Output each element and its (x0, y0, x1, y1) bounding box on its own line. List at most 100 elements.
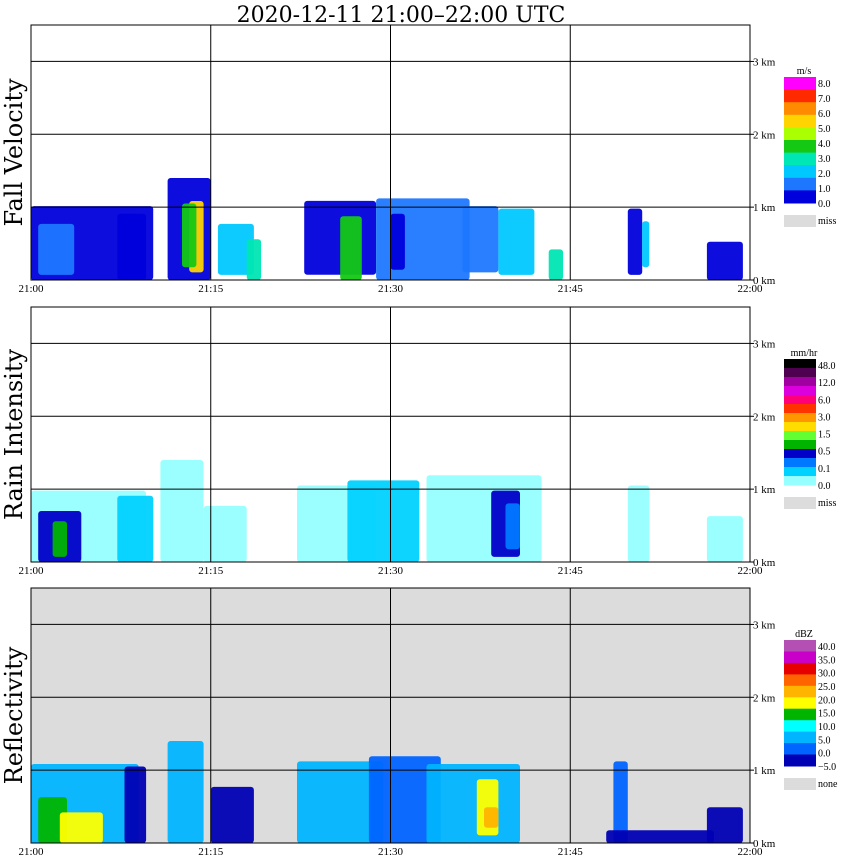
colorbar-label: 40.0 (818, 642, 836, 653)
echo-cell (347, 480, 420, 562)
y-tick-label: 0 km (753, 275, 776, 287)
echo-cell (627, 485, 650, 562)
colorbar-swatch (784, 476, 816, 486)
echo-cell (297, 761, 384, 843)
missing-label: none (818, 779, 838, 790)
colorbar: dBZ 40.0 35.0 30.0 25.0 20.0 15.0 10.0 5.0 0.0 −5.… (784, 629, 838, 790)
x-tick-label: 21:30 (378, 565, 404, 577)
colorbar-label: 3.0 (818, 154, 831, 165)
x-tick-label: 21:30 (378, 846, 404, 858)
echo-cell (217, 223, 254, 275)
x-tick-label: 21:45 (558, 283, 584, 295)
echo-cell (390, 213, 405, 270)
colorbar-unit: mm/hr (791, 348, 818, 359)
missing-swatch (784, 497, 816, 509)
x-tick-label: 21:45 (558, 846, 584, 858)
echo-cell (426, 764, 520, 843)
panel-title: Fall Velocity (0, 78, 28, 227)
colorbar-label: 15.0 (818, 709, 836, 720)
echo-cell (706, 807, 743, 843)
panel-title: Reflectivity (0, 646, 28, 784)
echo-cell (38, 223, 75, 275)
echo-cell (117, 495, 154, 562)
colorbar-swatch (784, 386, 816, 396)
panel-fall-velocity: 0 km 1 km 2 km 3 km 21:00 21:15 21:30 21:45 22:0… (0, 24, 836, 295)
colorbar: m/s 8.0 7.0 6.0 5.0 4.0 3.0 2.0 1.0 0.0 miss (784, 66, 836, 227)
echo-cell (246, 239, 262, 280)
panel-reflectivity: 0 km 1 km 2 km 3 km 21:00 21:15 21:30 21:45 22:0… (0, 587, 838, 858)
echo-cell (210, 786, 254, 843)
x-tick-label: 22:00 (737, 283, 763, 295)
colorbar-label: 20.0 (818, 695, 836, 706)
grid-lines (31, 25, 750, 280)
colorbar-label: 8.0 (818, 79, 831, 90)
echo-cell (606, 830, 714, 844)
missing-swatch (784, 215, 816, 227)
colorbar-label: 5.0 (818, 124, 831, 135)
colorbar-swatch (784, 395, 816, 405)
colorbar-label: 1.5 (818, 430, 831, 441)
colorbar-label: 6.0 (818, 109, 831, 120)
echo-cell (462, 206, 499, 273)
colorbar-swatch (784, 662, 816, 675)
echo-cell (505, 503, 520, 550)
x-tick-label: 22:00 (737, 846, 763, 858)
missing-swatch (784, 778, 816, 790)
missing-label: miss (818, 498, 836, 509)
colorbar-label: 3.0 (818, 412, 831, 423)
echo-cell (304, 200, 377, 275)
colorbar-label: 0.0 (818, 481, 831, 492)
echo-cell (203, 505, 247, 562)
y-tick-label: 0 km (753, 557, 776, 569)
colorbar-swatch (784, 102, 816, 116)
colorbar-label: 0.0 (818, 199, 831, 210)
echo-field (31, 178, 743, 281)
colorbar-swatch (784, 467, 816, 477)
echo-cell (627, 208, 643, 275)
colorbar-swatch (784, 720, 816, 733)
colorbar-swatch (784, 697, 816, 710)
echo-cell (426, 475, 542, 562)
colorbar-swatch (784, 89, 816, 103)
x-tick-label: 21:00 (18, 565, 44, 577)
colorbar-label: 10.0 (818, 722, 836, 733)
colorbar-swatch (784, 413, 816, 423)
y-tick-label: 1 km (753, 765, 776, 777)
colorbar-label: 25.0 (818, 682, 836, 693)
x-tick-label: 21:00 (18, 846, 44, 858)
panel-rain-intensity: 0 km 1 km 2 km 3 km 21:00 21:15 21:30 21:45 22:0… (0, 306, 836, 577)
colorbar-swatch (784, 127, 816, 141)
y-tick-label: 2 km (753, 129, 776, 141)
figure-title: 2020-12-11 21:00–22:00 UTC (237, 3, 566, 28)
colorbar-swatch (784, 140, 816, 154)
colorbar-label: 7.0 (818, 94, 831, 105)
y-tick-label: 0 km (753, 838, 776, 850)
colorbar-swatch (784, 440, 816, 450)
colorbar-swatch (784, 359, 816, 369)
colorbar-label: −5.0 (818, 762, 836, 773)
echo-cell (498, 208, 535, 275)
colorbar-swatch (784, 651, 816, 664)
colorbar-swatch (784, 431, 816, 441)
echo-cell (706, 241, 743, 281)
echo-cell (59, 812, 103, 843)
plot-frame (30, 587, 751, 844)
x-tick-label: 21:15 (198, 565, 224, 577)
colorbar-swatch (784, 708, 816, 721)
colorbar-label: 0.0 (818, 749, 831, 760)
y-tick-label: 1 km (753, 202, 776, 214)
plot-frame (30, 24, 751, 281)
echo-cell (484, 807, 499, 828)
colorbar-label: 6.0 (818, 395, 831, 406)
echo-cell (548, 249, 564, 280)
colorbar-label: 1.0 (818, 184, 831, 195)
colorbar-label: 4.0 (818, 139, 831, 150)
x-tick-label: 21:15 (198, 283, 224, 295)
colorbar-label: 48.0 (818, 361, 836, 372)
colorbar-unit: m/s (797, 66, 812, 77)
x-tick-label: 21:45 (558, 565, 584, 577)
x-tick-label: 21:00 (18, 283, 44, 295)
y-tick-label: 2 km (753, 411, 776, 423)
